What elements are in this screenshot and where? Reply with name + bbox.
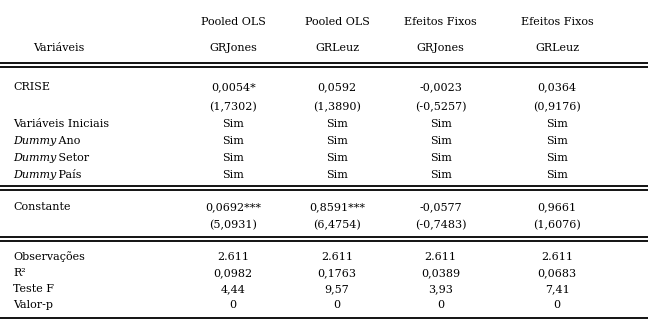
- Text: R²: R²: [13, 268, 26, 278]
- Text: 0,9661: 0,9661: [538, 202, 577, 212]
- Text: Observações: Observações: [13, 251, 85, 262]
- Text: Valor-p: Valor-p: [13, 300, 53, 310]
- Text: 9,57: 9,57: [325, 284, 349, 294]
- Text: (1,7302): (1,7302): [209, 102, 257, 112]
- Text: Sim: Sim: [222, 170, 244, 180]
- Text: Sim: Sim: [430, 153, 452, 163]
- Text: Ano: Ano: [55, 136, 80, 146]
- Text: (5,0931): (5,0931): [209, 220, 257, 230]
- Text: GRJones: GRJones: [209, 43, 257, 53]
- Text: 0,0054*: 0,0054*: [211, 82, 256, 92]
- Text: (1,6076): (1,6076): [533, 220, 581, 230]
- Text: Constante: Constante: [13, 202, 71, 212]
- Text: 0: 0: [554, 300, 561, 310]
- Text: Efeitos Fixos: Efeitos Fixos: [404, 17, 477, 27]
- Text: 2.611: 2.611: [424, 252, 457, 262]
- Text: GRLeuz: GRLeuz: [535, 43, 579, 53]
- Text: Setor: Setor: [55, 153, 89, 163]
- Text: Dummy: Dummy: [13, 153, 56, 163]
- Text: -0,0577: -0,0577: [419, 202, 462, 212]
- Text: Pooled OLS: Pooled OLS: [305, 17, 369, 27]
- Text: Sim: Sim: [546, 153, 568, 163]
- Text: Sim: Sim: [326, 136, 348, 146]
- Text: 0,0692***: 0,0692***: [205, 202, 261, 212]
- Text: 7,41: 7,41: [545, 284, 570, 294]
- Text: Dummy: Dummy: [13, 170, 56, 180]
- Text: 0: 0: [334, 300, 340, 310]
- Text: 0,0389: 0,0389: [421, 268, 460, 278]
- Text: 0,1763: 0,1763: [318, 268, 356, 278]
- Text: (0,9176): (0,9176): [533, 102, 581, 112]
- Text: -0,0023: -0,0023: [419, 82, 462, 92]
- Text: 0,8591***: 0,8591***: [309, 202, 365, 212]
- Text: (-0,5257): (-0,5257): [415, 102, 467, 112]
- Text: GRLeuz: GRLeuz: [315, 43, 359, 53]
- Text: Teste F: Teste F: [13, 284, 54, 294]
- Text: 3,93: 3,93: [428, 284, 453, 294]
- Text: CRISE: CRISE: [13, 82, 50, 92]
- Text: Sim: Sim: [222, 136, 244, 146]
- Text: 0,0982: 0,0982: [214, 268, 253, 278]
- Text: Sim: Sim: [546, 119, 568, 129]
- Text: Variáveis Iniciais: Variáveis Iniciais: [13, 119, 109, 129]
- Text: 2.611: 2.611: [541, 252, 573, 262]
- Text: 0,0592: 0,0592: [318, 82, 356, 92]
- Text: GRJones: GRJones: [417, 43, 465, 53]
- Text: (6,4754): (6,4754): [313, 220, 361, 230]
- Text: Variáveis: Variáveis: [32, 43, 84, 53]
- Text: Efeitos Fixos: Efeitos Fixos: [521, 17, 594, 27]
- Text: Sim: Sim: [546, 170, 568, 180]
- Text: 2.611: 2.611: [217, 252, 249, 262]
- Text: Sim: Sim: [326, 153, 348, 163]
- Text: Sim: Sim: [430, 119, 452, 129]
- Text: 2.611: 2.611: [321, 252, 353, 262]
- Text: (1,3890): (1,3890): [313, 102, 361, 112]
- Text: 0: 0: [437, 300, 444, 310]
- Text: Sim: Sim: [222, 119, 244, 129]
- Text: Dummy: Dummy: [13, 136, 56, 146]
- Text: Sim: Sim: [430, 170, 452, 180]
- Text: Pooled OLS: Pooled OLS: [201, 17, 266, 27]
- Text: Sim: Sim: [326, 170, 348, 180]
- Text: Sim: Sim: [222, 153, 244, 163]
- Text: 4,44: 4,44: [221, 284, 246, 294]
- Text: 0,0683: 0,0683: [538, 268, 577, 278]
- Text: País: País: [55, 170, 82, 180]
- Text: (-0,7483): (-0,7483): [415, 220, 467, 230]
- Text: 0,0364: 0,0364: [538, 82, 577, 92]
- Text: Sim: Sim: [546, 136, 568, 146]
- Text: Sim: Sim: [430, 136, 452, 146]
- Text: Sim: Sim: [326, 119, 348, 129]
- Text: 0: 0: [230, 300, 237, 310]
